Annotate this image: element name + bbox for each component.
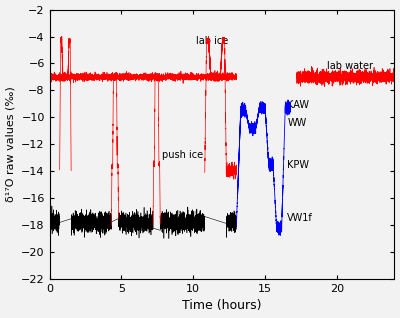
Text: WW: WW <box>287 118 307 128</box>
Text: KAW: KAW <box>287 100 309 110</box>
Y-axis label: δ¹⁷O raw values (‰): δ¹⁷O raw values (‰) <box>6 86 16 202</box>
Text: lab water: lab water <box>327 61 373 71</box>
X-axis label: Time (hours): Time (hours) <box>182 300 262 313</box>
Text: push ice: push ice <box>162 150 203 160</box>
Text: VW1f: VW1f <box>287 213 313 224</box>
Text: lab ice: lab ice <box>196 36 228 45</box>
Text: KPW: KPW <box>287 160 309 169</box>
